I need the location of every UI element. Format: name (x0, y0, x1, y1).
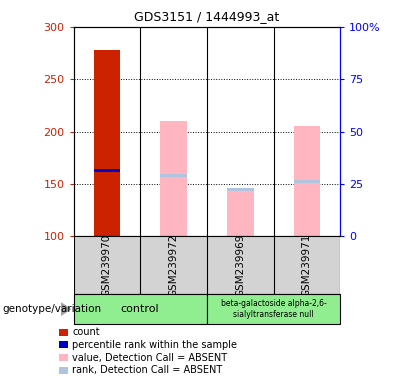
Bar (227, 187, 254, 190)
Text: rank, Detection Call = ABSENT: rank, Detection Call = ABSENT (72, 365, 223, 375)
Text: GSM239972: GSM239972 (168, 233, 178, 297)
Bar (74, 294, 207, 324)
Title: GDS3151 / 1444993_at: GDS3151 / 1444993_at (134, 10, 279, 23)
Text: control: control (121, 304, 160, 314)
Text: genotype/variation: genotype/variation (2, 304, 101, 314)
Text: GSM239969: GSM239969 (235, 233, 245, 297)
Bar (94, 50, 120, 236)
Polygon shape (61, 303, 71, 315)
Bar (160, 121, 187, 236)
Bar (227, 189, 254, 236)
Bar (207, 294, 340, 324)
Bar (294, 180, 320, 183)
Text: GSM239970: GSM239970 (102, 233, 112, 296)
Bar (160, 174, 187, 177)
Bar (294, 126, 320, 236)
Bar (94, 169, 120, 172)
Text: beta-galactoside alpha-2,6-
sialyltransferase null: beta-galactoside alpha-2,6- sialyltransf… (220, 300, 326, 319)
Text: GSM239971: GSM239971 (302, 233, 312, 297)
Text: count: count (72, 327, 100, 337)
Text: percentile rank within the sample: percentile rank within the sample (72, 340, 237, 350)
Text: value, Detection Call = ABSENT: value, Detection Call = ABSENT (72, 353, 227, 362)
